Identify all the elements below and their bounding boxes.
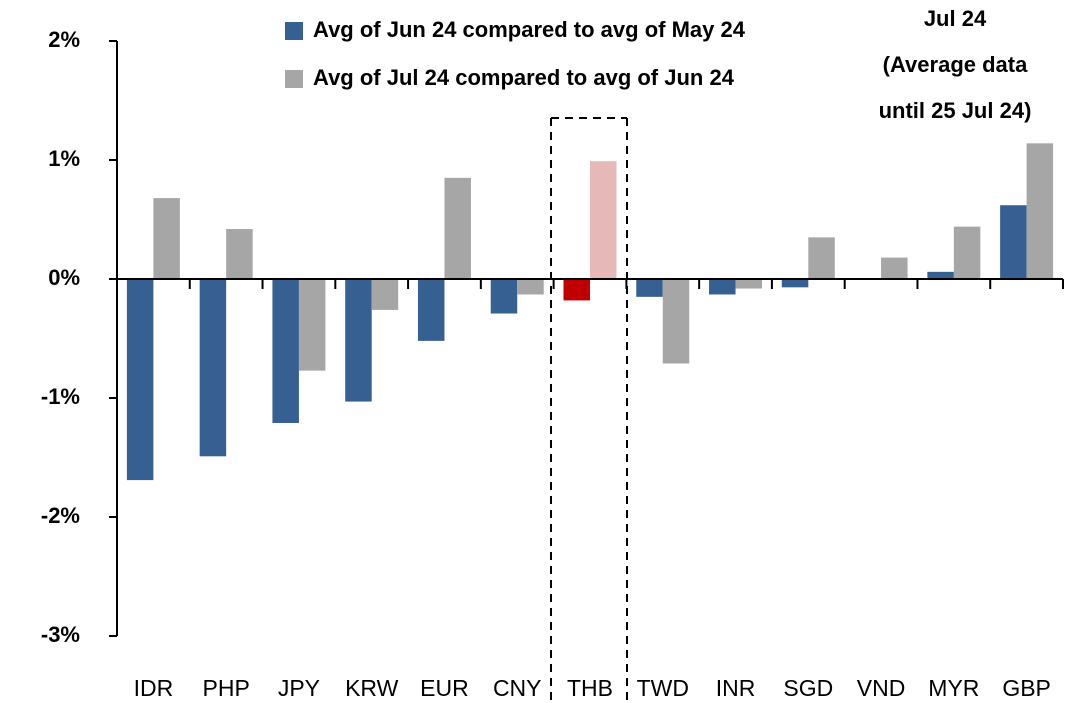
- bar: [345, 279, 372, 402]
- x-tick-label: IDR: [134, 675, 174, 701]
- bar: [563, 279, 590, 301]
- x-tick-label: KRW: [345, 675, 399, 701]
- annotation: (Average data: [883, 52, 1028, 77]
- bar: [781, 279, 809, 288]
- legend-swatch: [285, 22, 303, 40]
- bar: [371, 279, 399, 310]
- annotation: until 25 Jul 24): [879, 98, 1032, 123]
- bar: [153, 198, 180, 279]
- bar: [709, 279, 736, 295]
- x-tick-label: GBP: [1002, 675, 1051, 701]
- bar: [517, 279, 544, 295]
- bar: [417, 279, 445, 341]
- x-tick-label: JPY: [278, 675, 320, 701]
- bar: [927, 271, 954, 279]
- x-tick-label: INR: [716, 675, 756, 701]
- bar: [662, 279, 690, 364]
- legend-label: Avg of Jul 24 compared to avg of Jun 24: [313, 65, 735, 90]
- bar: [1026, 143, 1054, 279]
- bar: [1000, 205, 1027, 279]
- x-tick-label: TWD: [637, 675, 689, 701]
- x-tick-label: EUR: [420, 675, 469, 701]
- bar: [126, 279, 154, 481]
- bar: [636, 279, 663, 297]
- bar: [808, 237, 835, 279]
- x-tick-label: SGD: [783, 675, 833, 701]
- y-tick-label: -1%: [41, 384, 80, 409]
- bar: [199, 279, 227, 457]
- bar: [226, 229, 253, 279]
- y-tick-label: -2%: [41, 503, 80, 528]
- x-tick-label: CNY: [493, 675, 542, 701]
- bar: [298, 279, 326, 371]
- y-tick-label: -3%: [41, 622, 80, 647]
- x-tick-label: PHP: [203, 675, 250, 701]
- x-tick-label: VND: [857, 675, 906, 701]
- y-tick-label: 0%: [48, 265, 80, 290]
- bar: [735, 279, 763, 289]
- bar: [490, 279, 518, 314]
- x-tick-label: THB: [567, 675, 613, 701]
- bar: [881, 257, 908, 279]
- legend-label: Avg of Jun 24 compared to avg of May 24: [313, 17, 746, 42]
- highlight-box: [550, 117, 628, 703]
- x-tick-label: MYR: [928, 675, 979, 701]
- bar: [590, 161, 617, 279]
- y-tick-label: 2%: [48, 27, 80, 52]
- annotation: Jul 24: [924, 6, 987, 31]
- bar: [272, 279, 299, 423]
- bar: [953, 226, 981, 279]
- bar: [444, 177, 471, 279]
- y-tick-label: 1%: [48, 146, 80, 171]
- legend-swatch: [285, 70, 303, 88]
